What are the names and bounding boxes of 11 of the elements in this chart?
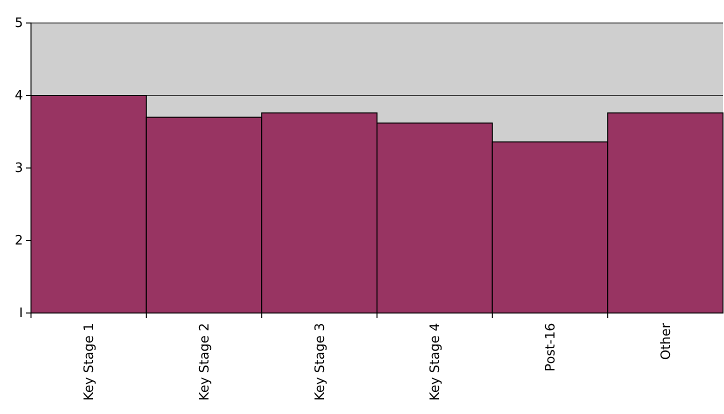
y-tick-label: 5 xyxy=(14,16,23,32)
y-tick-label: 4 xyxy=(14,88,23,104)
x-tick-label: Post-16 xyxy=(544,323,559,372)
y-tick-label: 2 xyxy=(14,234,23,249)
y-tick-label: 3 xyxy=(14,161,23,176)
x-tick-label: Other xyxy=(658,322,674,360)
y-tick-label: I xyxy=(19,306,23,322)
x-tick-label: Key Stage 3 xyxy=(312,323,328,401)
x-tick-label: Key Stage 1 xyxy=(82,323,98,401)
x-tick-label: Key Stage 2 xyxy=(198,323,213,401)
x-tick-label: Key Stage 4 xyxy=(428,323,444,401)
